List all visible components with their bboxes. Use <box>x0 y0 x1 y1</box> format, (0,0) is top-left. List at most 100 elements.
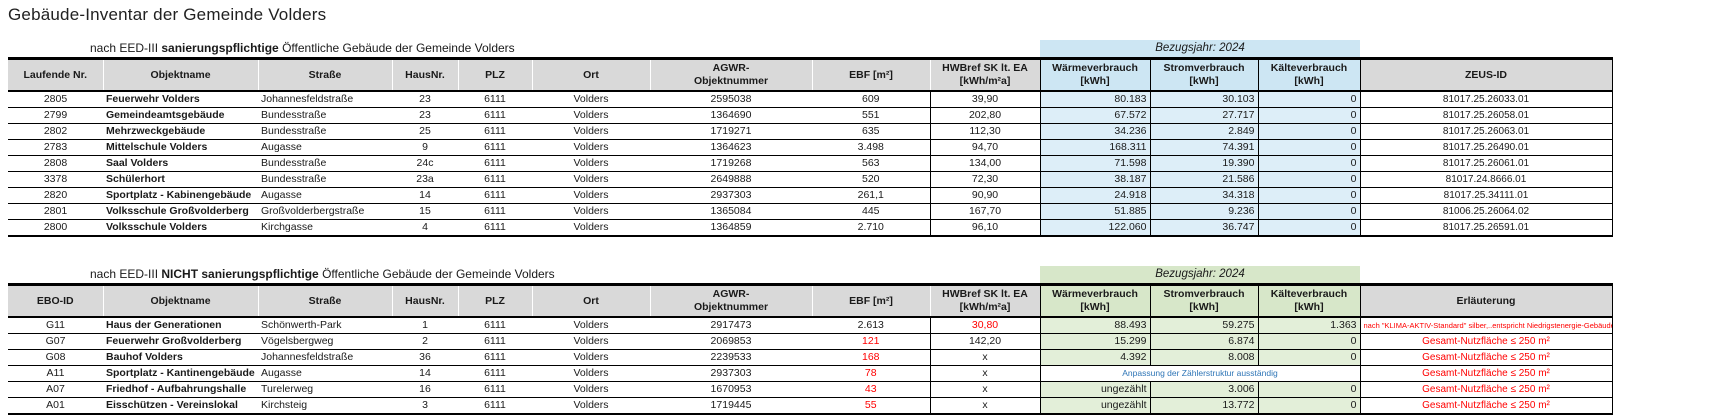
cell-name: Feuerwehr Großvolderberg <box>103 333 258 350</box>
table-row: G08 Bauhof Volders Johannesfeldstraße 36 611… <box>8 349 1613 366</box>
cell-id: 2799 <box>8 107 103 124</box>
column-header: Objektname <box>102 57 258 92</box>
column-header-line: Stromverbrauch <box>1163 288 1245 301</box>
table-row: 2805 Feuerwehr Volders Johannesfeldstraße 2… <box>8 91 1613 108</box>
cell-nr: 14 <box>392 365 458 382</box>
cell-last: Gesamt-Nutzfläche ≤ 250 m² <box>1359 333 1613 350</box>
cell-ebf: 2.613 <box>812 317 930 334</box>
column-header: ZEUS-ID <box>1359 57 1613 92</box>
cell-heat: 15.299 <box>1039 333 1150 350</box>
cell-name: Sportplatz - Kabinengebäude <box>103 187 258 204</box>
cell-power: 2.849 <box>1149 123 1258 140</box>
column-header-line: AGWR- <box>712 62 750 75</box>
cell-ort: Volders <box>532 333 650 350</box>
cell-ebf: 563 <box>812 155 930 172</box>
cell-cold: 0 <box>1257 349 1360 366</box>
section-label-bold: sanierungspflichtige <box>161 41 279 55</box>
cell-id: 2783 <box>8 139 103 156</box>
cell-last: 81017.25.26591.01 <box>1359 219 1613 237</box>
cell-plz: 6111 <box>458 365 532 382</box>
cell-power: 21.586 <box>1149 171 1258 188</box>
cell-last: nach "KLIMA-AKTIV-Standard" silber,..ent… <box>1359 317 1613 334</box>
cell-cold: 0 <box>1257 123 1360 140</box>
cell-id: G11 <box>8 317 103 334</box>
table-row: G07 Feuerwehr Großvolderberg Vögelsbergweg… <box>8 333 1613 350</box>
column-header-line: [kWh] <box>1080 301 1110 313</box>
cell-nr: 2 <box>392 333 458 350</box>
column-header-line: HausNr. <box>405 294 445 307</box>
cell-ort: Volders <box>532 123 650 140</box>
cell-last: 81017.24.8666.01 <box>1359 171 1613 188</box>
column-header-line: Erläuterung <box>1456 294 1516 307</box>
cell-ort: Volders <box>532 381 650 398</box>
table-row: 2808 Saal Volders Bundesstraße 24c 6111 Volde… <box>8 155 1613 172</box>
cell-ebf: 635 <box>812 123 930 140</box>
cell-name: Haus der Generationen <box>103 317 258 334</box>
cell-power: 27.717 <box>1149 107 1258 124</box>
column-header: Stromverbrauch [kWh] <box>1149 283 1258 318</box>
meter-note-cell: Anpassung der Zählerstruktur ausständig <box>1039 365 1360 382</box>
cell-last: Gesamt-Nutzfläche ≤ 250 m² <box>1359 365 1613 382</box>
cell-hwb: 39,90 <box>929 91 1040 108</box>
cell-heat: 168.311 <box>1039 139 1150 156</box>
cell-plz: 6111 <box>458 187 532 204</box>
cell-ort: Volders <box>532 219 650 237</box>
column-header-line: Straße <box>308 294 342 307</box>
cell-name: Sportplatz - Kantinengebäude <box>103 365 258 382</box>
column-header-line: HausNr. <box>405 68 445 81</box>
cell-cold: 0 <box>1257 333 1360 350</box>
column-header: AGWR- Objektnummer <box>649 283 812 318</box>
cell-nr: 14 <box>392 187 458 204</box>
cell-ort: Volders <box>532 107 650 124</box>
column-header-line: Wärmeverbrauch <box>1052 62 1138 75</box>
table-row: A11 Sportplatz - Kantinengebäude Augasse 14… <box>8 365 1613 382</box>
cell-last: Gesamt-Nutzfläche ≤ 250 m² <box>1359 349 1613 366</box>
column-header-line: Objektnummer <box>693 301 769 313</box>
cell-ort: Volders <box>532 139 650 156</box>
cell-name: Mehrzweckgebäude <box>103 123 258 140</box>
column-header-line: Laufende Nr. <box>23 68 88 81</box>
cell-street: Augasse <box>258 139 392 156</box>
cell-hwb: 134,00 <box>929 155 1040 172</box>
cell-street: Bundesstraße <box>258 171 392 188</box>
column-header: Erläuterung <box>1359 283 1613 318</box>
cell-hwb: 94,70 <box>929 139 1040 156</box>
cell-heat: 67.572 <box>1039 107 1150 124</box>
bezugsjahr-cell: Bezugsjahr: 2024 <box>1040 40 1360 57</box>
cell-agwr: 2069853 <box>650 333 812 350</box>
cell-power: 30.103 <box>1149 91 1258 108</box>
cell-name: Gemeindeamtsgebäude <box>103 107 258 124</box>
column-header: AGWR- Objektnummer <box>649 57 812 92</box>
column-header: PLZ <box>457 283 532 318</box>
table-row: 2800 Volksschule Volders Kirchgasse 4 6111 Vo… <box>8 219 1613 237</box>
cell-name: Saal Volders <box>103 155 258 172</box>
cell-power: 13.772 <box>1149 397 1258 415</box>
cell-power: 34.318 <box>1149 187 1258 204</box>
cell-ort: Volders <box>532 365 650 382</box>
cell-plz: 6111 <box>458 203 532 220</box>
table-sanierungspflichtig: Laufende Nr. Objektname Straße HausNr. PLZ Or… <box>8 57 1613 237</box>
cell-ort: Volders <box>532 203 650 220</box>
column-header-line: Objektname <box>150 68 211 81</box>
column-header: Straße <box>257 283 392 318</box>
cell-nr: 24c <box>392 155 458 172</box>
cell-agwr: 1364690 <box>650 107 812 124</box>
cell-id: 2808 <box>8 155 103 172</box>
cell-ebf: 520 <box>812 171 930 188</box>
cell-nr: 23 <box>392 91 458 108</box>
cell-street: Augasse <box>258 187 392 204</box>
cell-heat: 4.392 <box>1039 349 1150 366</box>
column-header-line: EBF [m²] <box>849 68 893 81</box>
cell-hwb: 72,30 <box>929 171 1040 188</box>
cell-ort: Volders <box>532 397 650 415</box>
cell-hwb: 142,20 <box>929 333 1040 350</box>
cell-heat: 122.060 <box>1039 219 1150 237</box>
column-header-line: PLZ <box>485 68 505 81</box>
cell-ebf: 609 <box>812 91 930 108</box>
cell-agwr: 2649888 <box>650 171 812 188</box>
column-header-line: Straße <box>308 68 342 81</box>
cell-nr: 9 <box>392 139 458 156</box>
cell-last: 81017.25.26063.01 <box>1359 123 1613 140</box>
cell-nr: 16 <box>392 381 458 398</box>
column-header-line: PLZ <box>485 294 505 307</box>
